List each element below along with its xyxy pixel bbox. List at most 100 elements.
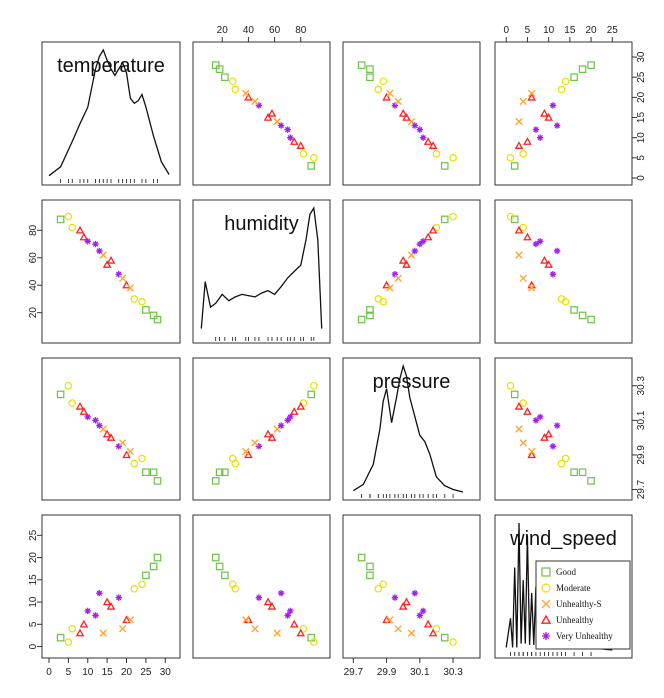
data-point: [386, 89, 394, 98]
data-point: [289, 619, 299, 628]
data-point: [277, 122, 285, 129]
data-point: [215, 468, 224, 477]
panel-humidity-humidity: humidity: [192, 199, 331, 344]
y-tick-label-humidity: 60: [28, 252, 39, 264]
data-point: [299, 150, 308, 158]
data-point: [540, 255, 549, 264]
y-tick-label-wind_speed: 15: [28, 574, 39, 586]
data-point: [242, 616, 250, 624]
data-point: [553, 422, 561, 429]
data-point: [432, 624, 441, 633]
data-point: [130, 584, 139, 593]
data-point: [115, 443, 122, 450]
data-point: [428, 225, 438, 234]
data-point: [211, 477, 220, 485]
data-point: [287, 413, 294, 421]
density-curve-pressure: [352, 363, 464, 493]
panel-frame: [41, 41, 181, 186]
data-point: [515, 117, 523, 126]
panel-frame: [342, 357, 481, 501]
data-point: [126, 284, 135, 292]
data-point: [251, 439, 259, 447]
data-point: [289, 407, 299, 415]
data-point: [96, 247, 103, 255]
data-point: [56, 390, 65, 399]
panel-wind_speed-temperature: [41, 514, 181, 659]
data-point: [149, 562, 158, 571]
data-point: [310, 154, 318, 162]
data-point: [561, 77, 570, 86]
data-point: [115, 594, 122, 601]
panel-pressure-temperature: [41, 357, 181, 501]
data-point: [519, 223, 528, 232]
data-point: [273, 629, 281, 637]
data-point: [366, 65, 374, 73]
data-point: [515, 251, 523, 259]
panel-frame: [192, 199, 331, 344]
data-point: [379, 580, 388, 589]
data-point: [251, 625, 259, 633]
data-point: [126, 447, 135, 456]
data-point: [391, 271, 399, 278]
data-point: [398, 255, 408, 264]
data-point: [540, 108, 549, 117]
data-point: [519, 274, 527, 283]
data-point: [428, 141, 438, 149]
data-point: [416, 240, 424, 248]
data-point: [64, 381, 73, 390]
data-point: [515, 425, 523, 433]
data-point: [527, 447, 536, 456]
data-point: [115, 271, 122, 278]
data-point: [228, 454, 237, 463]
variable-label-wind_speed: wind_speed: [509, 528, 617, 550]
data-point: [527, 450, 536, 459]
data-point: [527, 92, 536, 101]
x-tick-label-temperature: 15: [102, 667, 114, 678]
data-point: [419, 607, 427, 615]
data-point: [92, 240, 99, 248]
data-point: [519, 439, 527, 447]
panel-frame: [41, 514, 181, 659]
panel-wind_speed-pressure: [342, 514, 481, 659]
data-point: [536, 238, 544, 245]
data-point: [570, 306, 578, 314]
data-point: [578, 468, 587, 477]
data-point: [527, 89, 536, 98]
data-point: [561, 297, 570, 306]
x-tick-label-wind_speed: 20: [586, 25, 598, 36]
data-point: [411, 122, 419, 129]
data-point: [549, 271, 557, 278]
data-point: [423, 232, 433, 241]
data-point: [366, 562, 374, 571]
data-point: [557, 459, 566, 468]
x-tick-label-wind_speed: 0: [503, 25, 509, 36]
data-point: [587, 315, 595, 324]
data-point: [449, 638, 457, 646]
data-point: [296, 628, 306, 637]
x-tick-label-temperature: 0: [46, 667, 52, 678]
data-point: [153, 315, 162, 324]
x-tick-label-wind_speed: 25: [607, 25, 619, 36]
data-point: [310, 638, 318, 646]
data-point: [96, 422, 103, 429]
x-tick-label-temperature: 10: [82, 667, 94, 678]
variable-label-pressure: pressure: [373, 371, 451, 393]
data-point: [394, 97, 402, 106]
legend-marker-good: [541, 567, 551, 577]
data-point: [440, 215, 449, 224]
data-point: [398, 601, 408, 610]
data-point: [92, 612, 99, 619]
data-point: [382, 92, 391, 101]
x-tick-label-pressure: 30.3: [443, 667, 463, 678]
data-point: [561, 454, 570, 463]
data-point: [244, 92, 253, 101]
data-point: [423, 619, 433, 628]
data-point: [570, 468, 578, 477]
data-point: [366, 306, 374, 314]
data-point: [215, 562, 224, 571]
data-point: [386, 616, 394, 624]
data-point: [402, 112, 411, 121]
y-tick-label-pressure: 30.3: [636, 376, 647, 396]
